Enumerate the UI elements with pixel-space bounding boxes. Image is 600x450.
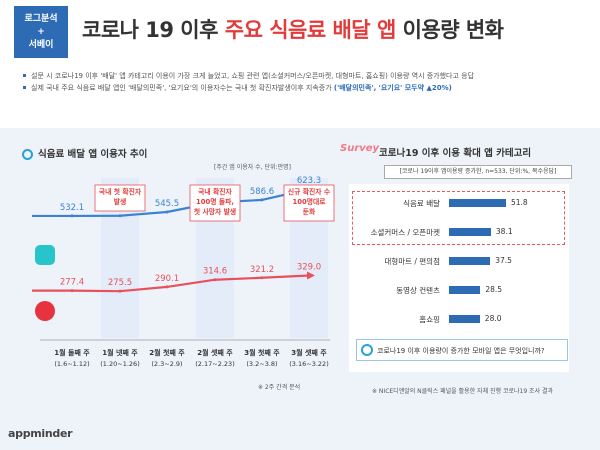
series-0-point-2 [165, 210, 169, 214]
bar-value-0: 51.8 [510, 198, 528, 207]
bar-4 [449, 315, 480, 323]
annotation-1-line-0: 국내 확진자 [198, 187, 232, 196]
series-0-point-1 [118, 214, 122, 218]
bar-1 [449, 228, 491, 236]
page-title: 코로나 19 이후 주요 식음료 배달 앱 이용량 변화 [82, 14, 504, 44]
bar-value-2: 37.5 [495, 256, 512, 265]
annotation-1-line-1: 100명 돌파, [196, 197, 234, 206]
x-tick-label-0: 1월 둘째 주 [54, 348, 90, 357]
right-section-title: 코로나19 이후 이용 확대 앱 카테고리 [379, 148, 532, 159]
annotation-2-line-0: 신규 확진자 수 [288, 187, 331, 196]
title-highlight: 주요 식음료 배달 앱 [224, 18, 397, 42]
survey-question: 코로나19 이후 이용량이 증가한 모바일 앱은 무엇입니까? [356, 339, 568, 361]
series-1-label-2: 290.1 [155, 274, 179, 284]
summary-bullets: 설문 시 코로나19 이후 '배달' 앱 카테고리 이용이 가장 크게 늘었고,… [22, 70, 582, 94]
annotation-0-line-0: 국내 첫 확진자 [99, 187, 142, 196]
series-1-label-3: 314.6 [203, 267, 227, 277]
series-0-point-4 [260, 198, 264, 202]
question-q-icon [361, 344, 373, 356]
series-1-point-1 [118, 289, 122, 293]
series-1-point-4 [260, 276, 264, 280]
badge-line-1: 로그분석 [24, 13, 58, 24]
bullet-1: 설문 시 코로나19 이후 '배달' 앱 카테고리 이용이 가장 크게 늘었고,… [22, 70, 582, 82]
x-tick-label-2: 2월 첫째 주 [149, 348, 185, 357]
x-tick-label-5: 3월 셋째 주 [291, 348, 327, 357]
annotation-box-0 [94, 184, 146, 212]
bar-category-label-4: 홈쇼핑 [419, 315, 440, 324]
left-chart-unit: [주간 앱 이용자 수, 단위:만명] [214, 164, 291, 171]
series-0-label-2: 545.5 [155, 199, 179, 209]
series-1-label-5: 329.0 [297, 262, 321, 272]
highlight-box [352, 191, 565, 245]
line-chart-footnote: ※ 2주 간격 분석 [258, 384, 301, 391]
left-section-title: 식음료 배달 앱 이용자 추이 [22, 146, 147, 160]
bar-value-3: 28.5 [485, 285, 503, 294]
line-chart: 532.1532.7545.5577.8586.6623.3277.4275.5… [32, 176, 335, 368]
survey-label: Survey [340, 143, 380, 154]
series-1-point-3 [213, 278, 217, 282]
series-1-point-0 [70, 289, 74, 293]
annotation-2-line-2: 둔화 [303, 207, 316, 216]
bar-3 [449, 286, 481, 294]
x-tick-label-4: 3월 첫째 주 [244, 348, 280, 357]
x-tick-date-3: (2.17~2.23) [195, 360, 234, 368]
x-tick-date-1: (1.20~1.26) [100, 360, 139, 368]
annotation-1-line-2: 첫 사망자 발생 [194, 207, 236, 216]
series-0-label-5: 623.3 [297, 176, 321, 186]
bar-2 [449, 257, 491, 265]
baemin-app-icon [35, 245, 55, 265]
series-arrow-1 [307, 271, 315, 280]
bar-value-4: 28.0 [484, 314, 502, 323]
bullet-2: 실제 국내 주요 식음료 배달 앱인 '배달의민족', '요기요'의 이용자수는… [22, 82, 582, 94]
yogiyo-app-icon [35, 301, 55, 321]
series-1-label-1: 275.5 [108, 278, 132, 288]
annotation-0-line-1: 발생 [114, 197, 127, 206]
series-1-point-2 [165, 285, 169, 289]
series-0-point-0 [70, 214, 74, 218]
appminder-logo: appminder [8, 427, 73, 440]
bar-category-label-2: 대형마트 / 편의점 [384, 257, 440, 266]
badge-line-2: + [37, 26, 45, 37]
x-tick-label-3: 2월 셋째 주 [197, 348, 233, 357]
x-tick-date-5: (3.16~3.22) [289, 360, 328, 368]
category-badge: 로그분석 + 서베이 [14, 6, 68, 58]
badge-line-3: 서베이 [28, 39, 54, 50]
bar-0 [449, 199, 506, 207]
series-1-label-4: 321.2 [250, 265, 274, 275]
source-note: ※ NICE디앤알의 N클릭스 패널을 활용한 자체 진행 코로나19 조사 결… [372, 388, 554, 395]
series-1-label-0: 277.4 [60, 278, 84, 288]
search-q-icon [22, 149, 33, 160]
bar-category-label-3: 동영상 컨텐츠 [396, 286, 440, 295]
x-tick-label-1: 1월 넷째 주 [102, 348, 138, 357]
title-part-1: 코로나 19 이후 [82, 18, 225, 42]
x-tick-date-0: (1.6~1.12) [54, 360, 89, 368]
bar-category-label-0: 식음료 배달 [403, 199, 440, 208]
bar-category-label-1: 소셜커머스 / 오픈마켓 [370, 228, 440, 237]
series-1-point-5 [307, 273, 311, 277]
annotation-box-1 [189, 184, 241, 222]
x-tick-date-4: (3.2~3.8) [246, 360, 277, 368]
right-chart-unit: [코로나 19이후 앱이용량 증가한, n=533, 단위:%, 복수응답] [384, 165, 572, 179]
series-0-label-0: 532.1 [60, 203, 84, 213]
x-tick-date-2: (2.3~2.9) [151, 360, 182, 368]
annotation-box-2 [283, 184, 335, 222]
title-part-2: 이용량 변화 [395, 18, 504, 42]
series-0-label-4: 586.6 [250, 187, 274, 197]
bar-value-1: 38.1 [495, 227, 513, 236]
annotation-2-line-1: 100명대로 [293, 197, 327, 206]
